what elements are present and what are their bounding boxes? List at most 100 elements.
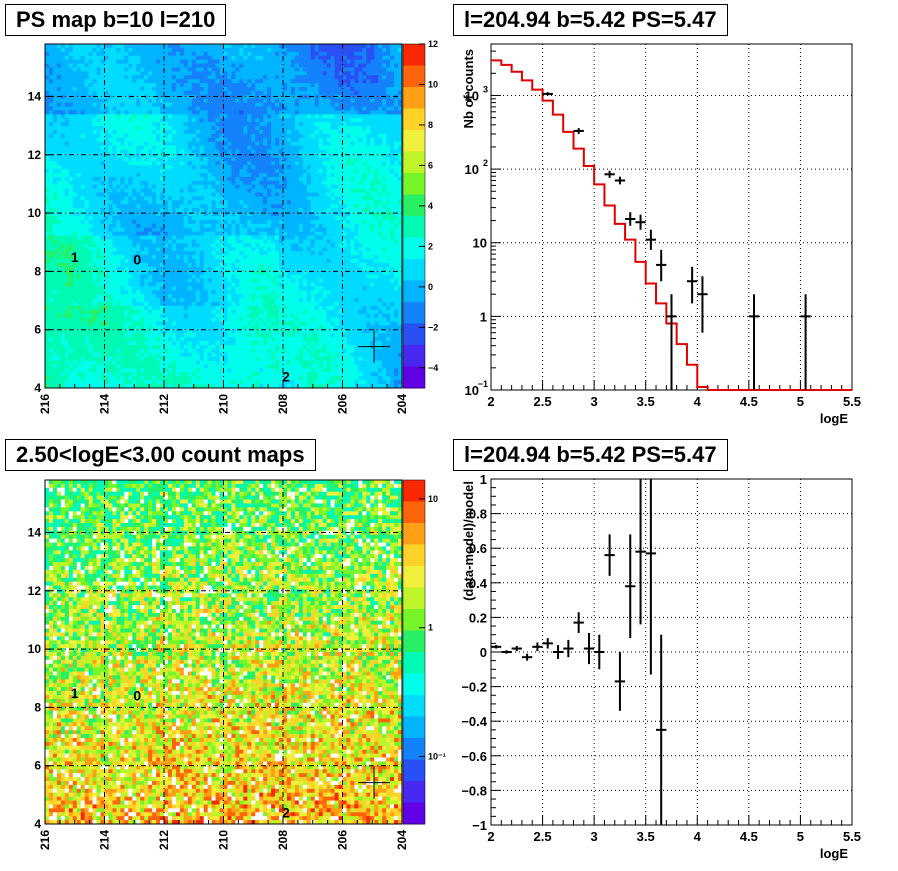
ps-map-colorbar-label: 10 — [428, 79, 438, 89]
ps-map-xtick-label: 206 — [336, 394, 350, 414]
count-map-colorbar-swatch — [403, 609, 425, 631]
spectrum-ytick-exp: 2 — [483, 158, 488, 168]
count-map-xtick-label: 210 — [217, 830, 231, 850]
count-map-colorbar-label: 1 — [428, 623, 433, 633]
ps-map-colorbar-label: 6 — [428, 160, 433, 170]
count-map-source-label-2: 2 — [282, 804, 290, 820]
count-map-colorbar-swatch — [403, 781, 425, 803]
count-map-colorbar-swatch — [403, 630, 425, 653]
residual-xtick-label: 4 — [694, 829, 702, 844]
residual-ytick-label: 0.4 — [469, 576, 488, 591]
ps-map-colorbar-swatch — [403, 151, 425, 174]
count-map-ytick-label: 12 — [28, 584, 42, 598]
count-map-colorbar-swatch — [403, 695, 425, 717]
residual-ytick-label: −1 — [472, 818, 487, 833]
ps-map-colorbar-label: 2 — [428, 241, 433, 251]
ps-map-colorbar-label: −4 — [428, 363, 438, 373]
residual-ytick-label: 1 — [480, 472, 487, 487]
ps-map-colorbar-swatch — [403, 259, 425, 281]
ps-map-colorbar-swatch — [403, 280, 425, 303]
count-map-colorbar-swatch — [403, 501, 425, 524]
ps-map-colorbar-swatch — [403, 65, 425, 88]
ps-map-colorbar-swatch — [403, 237, 425, 260]
spectrum-ytick-exp: 3 — [483, 84, 488, 94]
residual-ytick-label: 0.2 — [469, 610, 487, 625]
residual-xtick-label: 2.5 — [534, 829, 552, 844]
ps-map-colorbar-swatch — [403, 87, 425, 109]
ps-map-colorbar-swatch — [403, 194, 425, 217]
count-map-cells — [45, 480, 403, 825]
residual-ytick-label: 0 — [480, 645, 487, 660]
residual-xlabel: logE — [820, 846, 848, 861]
spectrum-xtick-label: 5.5 — [843, 394, 861, 409]
spectrum-xtick-label: 3 — [591, 394, 598, 409]
ps-map-ytick-label: 6 — [34, 323, 41, 337]
ps-map-title: PS map b=10 l=210 — [5, 4, 227, 36]
spectrum-ytick-exp: −1 — [478, 379, 488, 389]
spectrum-ytick-label: 10 — [465, 383, 479, 398]
ps-map-cells — [45, 44, 403, 389]
residual-ytick-label: 0.6 — [469, 541, 487, 556]
ps-map-colorbar-swatch — [403, 345, 425, 367]
ps-map-source-label-2: 2 — [282, 368, 290, 384]
residual-xtick-label: 5 — [797, 829, 804, 844]
ps-map-colorbar-label: −2 — [428, 322, 438, 332]
count-map-colorbar-label: 10⁻¹ — [428, 752, 446, 762]
residual-xtick-label: 4.5 — [740, 829, 758, 844]
spectrum-xtick-label: 2.5 — [534, 394, 552, 409]
spectrum-title: l=204.94 b=5.42 PS=5.47 — [453, 4, 728, 36]
spectrum-model-line — [491, 59, 852, 391]
ps-map-ytick-label: 12 — [28, 148, 42, 162]
ps-map-colorbar-swatch — [403, 216, 425, 238]
ps-map-colorbar-swatch — [403, 108, 425, 131]
residual-ytick-label: −0.6 — [461, 749, 487, 764]
count-map-xtick-label: 212 — [157, 830, 171, 850]
residual-ylabel: (data-model)/model — [461, 481, 476, 601]
ps-map-xtick-label: 210 — [217, 394, 231, 414]
count-map-colorbar-swatch — [403, 480, 425, 502]
residual-xtick-label: 3.5 — [637, 829, 655, 844]
spectrum-xtick-label: 5 — [797, 394, 804, 409]
count-map-colorbar-swatch — [403, 673, 425, 696]
ps-map-xtick-label: 214 — [98, 394, 112, 414]
residual-title: l=204.94 b=5.42 PS=5.47 — [453, 439, 728, 471]
count-map-xtick-label: 208 — [276, 830, 290, 850]
ps-map-xtick-label: 208 — [276, 394, 290, 414]
spectrum-xtick-label: 3.5 — [637, 394, 655, 409]
residual-ytick-label: −0.8 — [461, 783, 487, 798]
ps-map-colorbar-swatch — [403, 366, 425, 389]
count-map-colorbar-swatch — [403, 587, 425, 610]
count-map-source-label-0: 0 — [133, 688, 141, 704]
ps-map-colorbar-label: 8 — [428, 120, 433, 130]
ps-map-colorbar-swatch — [403, 130, 425, 152]
count-map-xtick-label: 206 — [336, 830, 350, 850]
spectrum-ytick-label: 10 — [465, 162, 479, 177]
ps-map-colorbar-swatch — [403, 173, 425, 195]
count-map-colorbar-swatch — [403, 566, 425, 588]
count-map-colorbar-swatch — [403, 716, 425, 739]
count-map-colorbar-swatch — [403, 652, 425, 674]
count-map-colorbar-label: 10 — [428, 494, 438, 504]
count-map-xtick-label: 216 — [38, 830, 52, 850]
count-map-colorbar-swatch — [403, 802, 425, 825]
spectrum-ylabel: Nb of counts — [461, 49, 476, 128]
ps-map-colorbar-swatch — [403, 44, 425, 66]
ps-map-colorbar-frame — [402, 43, 426, 389]
residual-xtick-label: 2 — [487, 829, 494, 844]
ps-map-ytick-label: 10 — [28, 206, 42, 220]
ps-map-ytick-label: 14 — [28, 89, 42, 103]
count-map-ytick-label: 14 — [28, 525, 42, 539]
count-map-ytick-label: 10 — [28, 642, 42, 656]
ps-map-xtick-label: 204 — [395, 394, 409, 414]
residual-ytick-label: −0.2 — [461, 680, 487, 695]
spectrum-xtick-label: 4 — [694, 394, 702, 409]
count-map-colorbar-swatch — [403, 544, 425, 567]
count-map-ytick-label: 8 — [34, 700, 41, 714]
residual-xtick-label: 5.5 — [843, 829, 861, 844]
ps-map-xtick-label: 216 — [38, 394, 52, 414]
residual-ytick-label: −0.4 — [461, 714, 487, 729]
count-map-colorbar-swatch — [403, 523, 425, 545]
count-map-xtick-label: 214 — [98, 830, 112, 850]
spectrum-ytick-label: 10 — [465, 88, 479, 103]
